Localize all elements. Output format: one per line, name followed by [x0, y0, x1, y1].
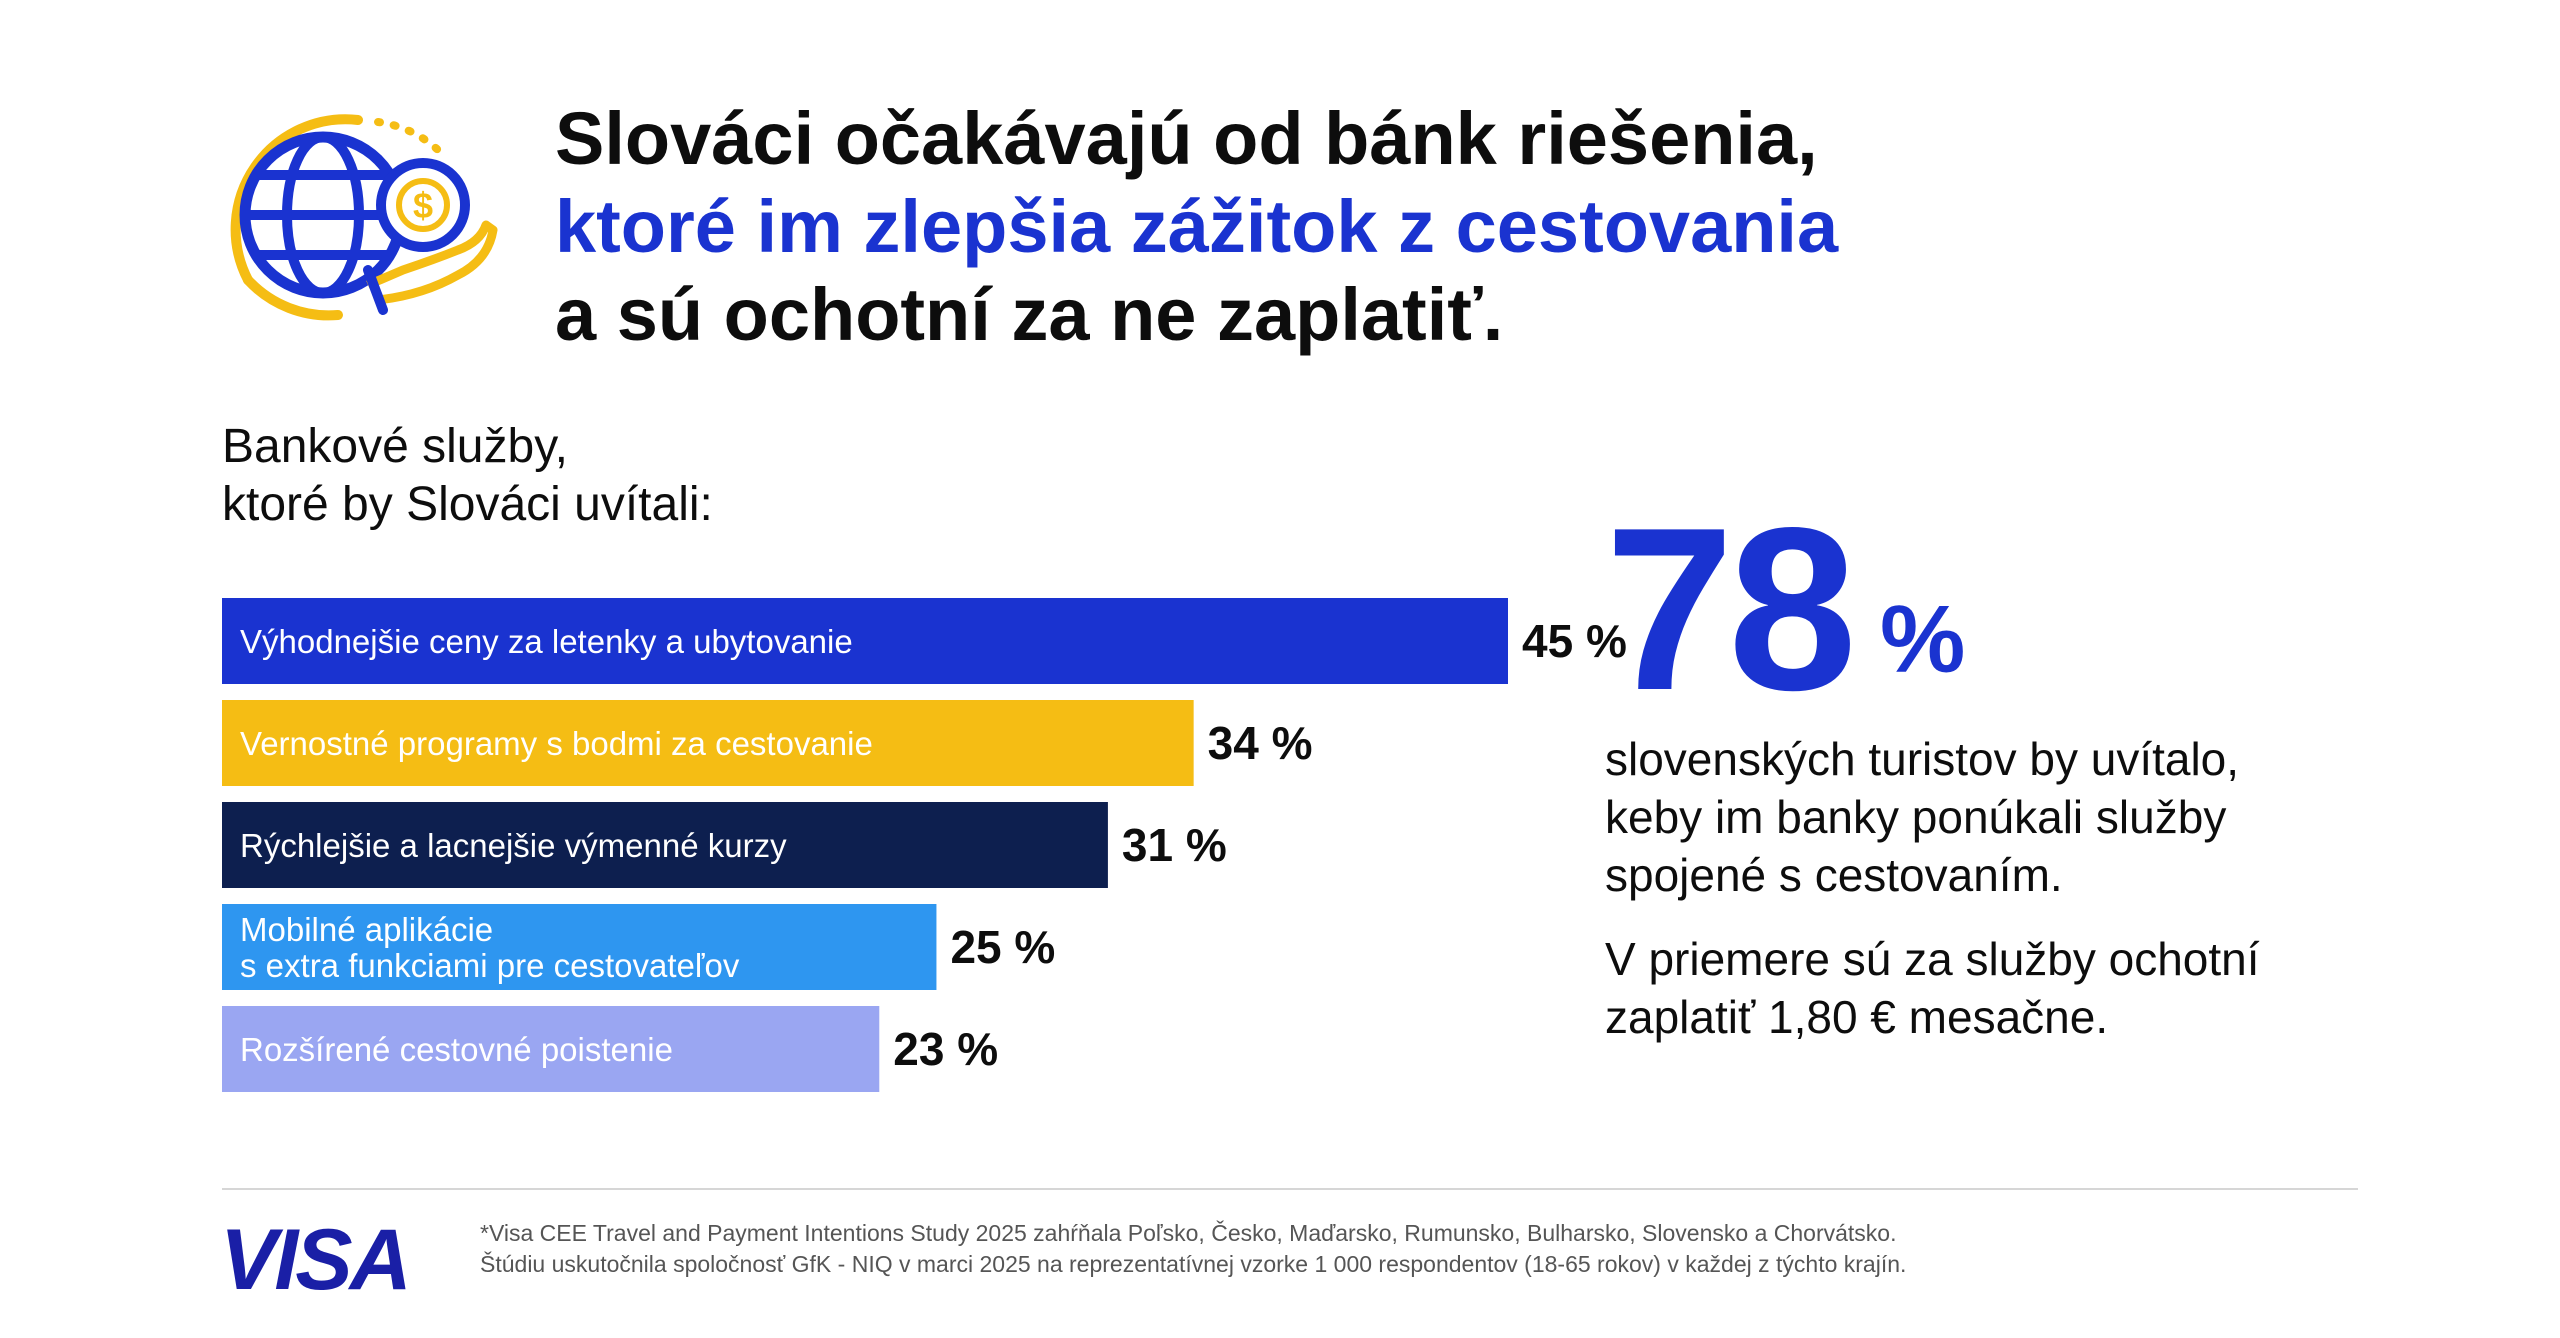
chart-subtitle: Bankové služby, ktoré by Slováci uvítali…: [222, 418, 713, 534]
title-line-3: a sú ochotní za ne zaplatiť.: [555, 273, 1504, 356]
bar-label-5: Rozšírené cestovné poistenie: [240, 1031, 673, 1068]
bar-5: [222, 1006, 880, 1092]
bar-label-1: Výhodnejšie ceny za letenky a ubytovanie: [240, 623, 853, 660]
bar-2: [222, 700, 1194, 786]
bar-4: [222, 904, 937, 990]
highlight-text-line-3: spojené s cestovaním.: [1605, 849, 2063, 901]
globe-coin-hand-icon: $: [230, 114, 498, 321]
bar-value-3: 31 %: [1122, 819, 1227, 871]
highlight-text-line-1: slovenských turistov by uvítalo,: [1605, 733, 2240, 785]
highlight-text: slovenských turistov by uvítalo, keby im…: [1605, 730, 2505, 904]
footnote-line-1: *Visa CEE Travel and Payment Intentions …: [480, 1220, 1897, 1246]
svg-text:$: $: [413, 185, 433, 226]
highlight-text-line-2: keby im banky ponúkali služby: [1605, 791, 2227, 843]
bar-value-4: 25 %: [950, 921, 1055, 973]
subtitle-line-1: Bankové služby,: [222, 420, 568, 473]
highlight-text2-line-1: V priemere sú za služby ochotní: [1605, 933, 2260, 985]
bar-1: [222, 598, 1508, 684]
bar-label-4-line-1: Mobilné aplikácie: [240, 911, 493, 948]
bar-value-5: 23 %: [893, 1023, 998, 1075]
bar-label-3: Rýchlejšie a lacnejšie výmenné kurzy: [240, 827, 787, 864]
title-line-2: ktoré im zlepšia zážitok z cestovania: [555, 185, 1839, 268]
visa-logo: VISA: [220, 1212, 412, 1308]
footnote-line-2: Štúdiu uskutočnila spoločnosť GfK - NIQ …: [480, 1251, 1907, 1277]
highlight-text-2: V priemere sú za služby ochotní zaplatiť…: [1605, 930, 2505, 1046]
highlight-number: 78: [1605, 480, 1857, 739]
bar-label-4-line-2: s extra funkciami pre cestovateľov: [240, 947, 740, 984]
highlight-text2-line-2: zaplatiť 1,80 € mesačne.: [1605, 991, 2109, 1043]
bar-value-1: 45 %: [1522, 615, 1627, 667]
subtitle-line-2: ktoré by Slováci uvítali:: [222, 478, 713, 531]
highlight-unit: %: [1880, 586, 1966, 693]
bar-label-2: Vernostné programy s bodmi za cestovanie: [240, 725, 873, 762]
bar-3: [222, 802, 1108, 888]
bar-value-2: 34 %: [1208, 717, 1313, 769]
footer-divider: [222, 1188, 2358, 1190]
footnote: *Visa CEE Travel and Payment Intentions …: [480, 1218, 2330, 1280]
title-line-1: Slováci očakávajú od bánk riešenia,: [555, 97, 1818, 180]
page-title: Slováci očakávajú od bánk riešenia, ktor…: [555, 95, 2455, 359]
